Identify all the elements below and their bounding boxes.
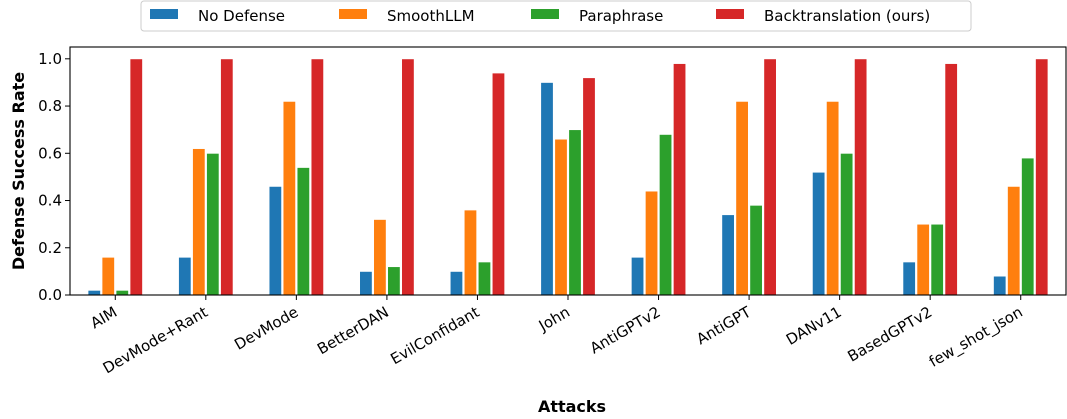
bar-no-defense-basedgptv2 (902, 261, 916, 296)
bar-no-defense-few-shot-json (993, 275, 1007, 296)
bar-backtranslation-ours-devmode (310, 58, 325, 296)
bar-paraphrase-betterdan (387, 266, 401, 296)
bar-backtranslation-ours-danv11 (853, 58, 868, 296)
legend-label-no-defense: No Defense (198, 7, 285, 25)
bar-smoothllm-few-shot-json (1007, 185, 1021, 296)
y-axis-label: Defense Success Rate (9, 72, 28, 270)
bar-no-defense-antigpt (721, 214, 735, 296)
bar-smoothllm-devmode (282, 100, 297, 296)
bar-paraphrase-devmode-rant (206, 152, 220, 296)
bar-no-defense-danv11 (811, 171, 826, 296)
legend-swatch-backtranslation-ours (716, 9, 744, 19)
bar-smoothllm-antigptv2 (644, 190, 659, 296)
bar-smoothllm-john (554, 138, 568, 296)
y-tick-label: 0.4 (38, 192, 62, 210)
bar-paraphrase-evilconfidant (477, 261, 492, 296)
bars-group (87, 58, 1049, 296)
x-tick-label-danv11: DANv11 (783, 303, 845, 349)
bar-smoothllm-devmode-rant (192, 148, 206, 296)
bar-backtranslation-ours-evilconfidant (491, 72, 506, 296)
x-tick-label-basedgptv2: BasedGPTv2 (845, 303, 936, 366)
bar-backtranslation-ours-john (582, 77, 596, 296)
x-tick-label-antigptv2: AntiGPTv2 (587, 303, 664, 358)
x-tick-label-few-shot-json: few_shot_json (926, 303, 1026, 372)
legend-label-backtranslation-ours: Backtranslation (ours) (764, 7, 930, 25)
bar-paraphrase-devmode (296, 167, 311, 296)
bar-backtranslation-ours-betterdan (401, 58, 415, 296)
bar-paraphrase-few-shot-json (1021, 157, 1035, 296)
bar-backtranslation-ours-few-shot-json (1035, 58, 1049, 296)
bar-no-defense-aim (87, 289, 101, 296)
x-axis-label: Attacks (538, 397, 606, 416)
bar-paraphrase-john (568, 129, 582, 296)
legend-swatch-no-defense (150, 9, 178, 19)
bar-no-defense-betterdan (359, 270, 373, 296)
legend-label-smoothllm: SmoothLLM (387, 7, 475, 25)
x-tick-label-devmode: DevMode (231, 303, 301, 354)
bar-paraphrase-aim (115, 289, 129, 296)
bar-no-defense-antigptv2 (630, 256, 645, 296)
x-tick-label-john: John (535, 303, 573, 335)
y-tick-label: 0.6 (38, 144, 62, 162)
bar-paraphrase-danv11 (839, 152, 854, 296)
bar-backtranslation-ours-antigptv2 (672, 63, 687, 296)
legend-swatch-smoothllm (339, 9, 367, 19)
bar-backtranslation-ours-antigpt (763, 58, 777, 296)
bar-paraphrase-antigpt (749, 204, 763, 296)
y-tick-label: 0.2 (38, 239, 62, 257)
bar-smoothllm-aim (101, 256, 115, 296)
bar-backtranslation-ours-aim (129, 58, 143, 296)
y-tick-label: 0.8 (38, 97, 62, 115)
y-ticks-group: 0.0 0.2 0.4 0.6 0.8 1.0 (38, 50, 70, 304)
x-tick-label-aim: AIM (87, 303, 120, 332)
bar-paraphrase-basedgptv2 (930, 223, 944, 296)
x-tick-label-evilconfidant: EvilConfidant (387, 303, 482, 368)
bar-no-defense-evilconfidant (449, 270, 464, 296)
legend-label-paraphrase: Paraphrase (579, 7, 663, 25)
bar-no-defense-devmode (268, 185, 283, 296)
bar-smoothllm-basedgptv2 (916, 223, 930, 296)
bar-no-defense-john (540, 82, 554, 296)
bar-smoothllm-danv11 (825, 100, 840, 296)
y-tick-label: 0.0 (38, 286, 62, 304)
bar-smoothllm-antigpt (735, 100, 749, 296)
x-tick-label-betterdan: BetterDAN (314, 303, 392, 358)
bar-smoothllm-evilconfidant (463, 209, 478, 296)
legend-swatch-paraphrase (531, 9, 559, 19)
x-tick-label-antigpt: AntiGPT (693, 302, 754, 348)
bar-paraphrase-antigptv2 (658, 133, 673, 296)
bar-backtranslation-ours-devmode-rant (220, 58, 234, 296)
y-tick-label: 1.0 (38, 50, 62, 68)
bar-no-defense-devmode-rant (178, 256, 192, 296)
bar-smoothllm-betterdan (373, 219, 387, 296)
bar-backtranslation-ours-basedgptv2 (944, 63, 958, 296)
legend: No Defense SmoothLLM Paraphrase Backtransla… (140, 0, 972, 32)
